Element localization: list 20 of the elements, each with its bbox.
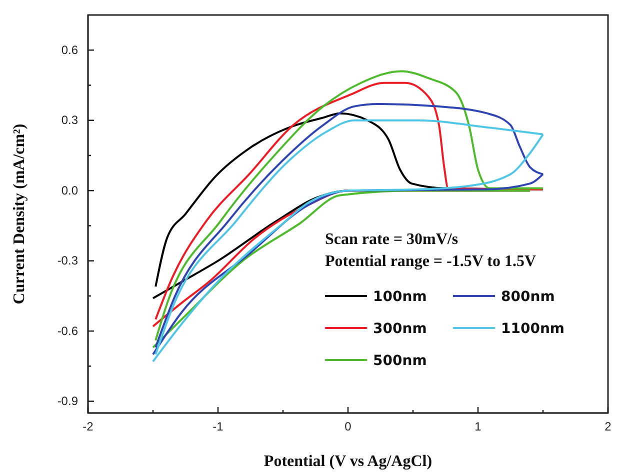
x-tick-label: -1 xyxy=(212,420,224,434)
x-tick-label: 2 xyxy=(604,420,612,434)
y-tick-label: 0.3 xyxy=(61,113,78,128)
legend-label: 1100nm xyxy=(501,321,565,337)
y-tick-label: -0.9 xyxy=(57,394,78,408)
y-tick-label: 0.0 xyxy=(61,183,78,198)
y-axis-title: Current Density (mA/cm²) xyxy=(11,124,28,304)
annotation: Scan rate = 30mV/s xyxy=(325,231,458,248)
y-tick-label: -0.3 xyxy=(57,254,78,268)
x-tick-label: 1 xyxy=(474,420,482,434)
x-tick-label: -2 xyxy=(82,420,94,434)
legend-label: 800nm xyxy=(501,289,555,305)
annotation: Potential range = -1.5V to 1.5V xyxy=(325,253,536,270)
legend-label: 500nm xyxy=(373,353,427,369)
x-tick-label: 0 xyxy=(344,420,352,434)
x-axis-title: Potential (V vs Ag/AgCl) xyxy=(264,453,432,470)
y-tick-label: 0.6 xyxy=(61,42,78,57)
legend-label: 100nm xyxy=(373,289,427,305)
legend-label: 300nm xyxy=(373,321,427,337)
y-tick-label: -0.6 xyxy=(57,324,78,338)
